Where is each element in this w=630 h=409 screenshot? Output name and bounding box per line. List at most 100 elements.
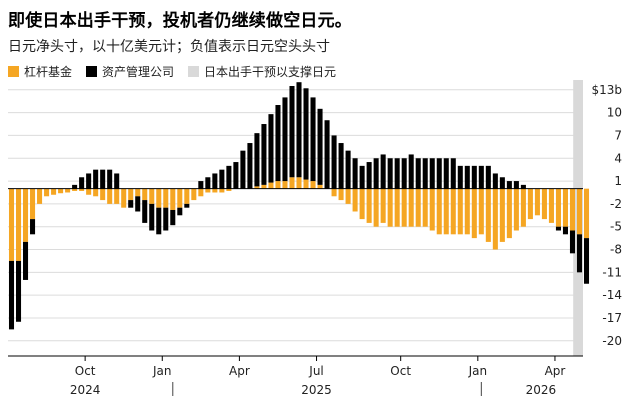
bar-leveraged-funds (576, 188, 583, 235)
bar-leveraged-funds (338, 188, 344, 201)
bar-asset-managers (282, 97, 288, 182)
bar-leveraged-funds (107, 188, 113, 204)
bar-leveraged-funds (548, 188, 554, 223)
bar-leveraged-funds (198, 188, 204, 197)
bar-leveraged-funds (345, 188, 351, 204)
bar-leveraged-funds (429, 188, 435, 231)
chart-title: 即使日本出手干预，投机者仍继续做空日元。 (8, 11, 352, 31)
bar-asset-managers (261, 124, 267, 185)
bar-asset-managers (212, 173, 218, 189)
x-month-label: Oct (75, 364, 96, 378)
bar-asset-managers (436, 158, 442, 189)
bar-leveraged-funds (135, 188, 141, 197)
bar-asset-managers (275, 105, 281, 182)
y-tick-label: 10 (607, 106, 622, 120)
bar-leveraged-funds (51, 188, 57, 195)
chart-subtitle: 日元净头寸，以十亿美元计；负值表示日元空头头寸 (8, 39, 330, 55)
bar-leveraged-funds (352, 188, 358, 212)
legend-label-leveraged-funds: 杠杆基金 (24, 65, 73, 79)
bar-leveraged-funds (408, 188, 414, 227)
x-year-label: 2024 (70, 383, 101, 397)
bar-leveraged-funds (205, 188, 211, 193)
bar-asset-managers (457, 165, 463, 189)
bar-leveraged-funds (471, 188, 477, 239)
bar-leveraged-funds (156, 188, 162, 208)
bar-asset-managers (583, 238, 590, 284)
bar-leveraged-funds (457, 188, 463, 235)
bar-leveraged-funds (401, 188, 407, 227)
bar-asset-managers (86, 173, 92, 189)
bar-leveraged-funds (58, 188, 64, 194)
bar-leveraged-funds (114, 188, 120, 204)
bar-leveraged-funds (23, 188, 29, 242)
bar-asset-managers (338, 143, 344, 189)
bar-asset-managers (513, 181, 519, 189)
bar-asset-managers (366, 162, 372, 189)
x-month-label: Apr (229, 364, 250, 378)
bar-asset-managers (464, 165, 470, 189)
bar-asset-managers (324, 120, 330, 189)
bar-asset-managers (8, 260, 15, 330)
bar-asset-managers (471, 165, 477, 189)
bar-asset-managers (219, 169, 225, 189)
bar-leveraged-funds (72, 188, 78, 191)
bar-asset-managers (170, 209, 176, 226)
bar-leveraged-funds (100, 188, 106, 201)
x-year-label: 2025 (301, 383, 332, 397)
bar-asset-managers (100, 169, 106, 189)
x-year-label: 2026 (526, 383, 557, 397)
bar-asset-managers (401, 158, 407, 189)
bar-leveraged-funds (583, 188, 590, 239)
bar-layer (8, 82, 590, 330)
bar-leveraged-funds (359, 188, 365, 220)
bar-asset-managers (394, 158, 400, 189)
bar-asset-managers (30, 219, 36, 235)
bar-leveraged-funds (121, 188, 127, 208)
bar-asset-managers (163, 207, 169, 231)
bar-asset-managers (415, 158, 421, 189)
bar-leveraged-funds (8, 188, 15, 261)
bar-leveraged-funds (387, 188, 393, 227)
bar-asset-managers (576, 234, 583, 273)
y-tick-label: -5 (610, 220, 622, 234)
bar-leveraged-funds (44, 188, 50, 197)
bar-asset-managers (373, 158, 379, 189)
bar-leveraged-funds (226, 188, 232, 191)
bar-asset-managers (114, 173, 120, 189)
bar-asset-managers (345, 150, 351, 189)
legend-swatch-asset-managers (86, 66, 98, 77)
bar-leveraged-funds (443, 188, 449, 235)
bar-asset-managers (15, 260, 22, 322)
bar-leveraged-funds (415, 188, 421, 227)
bar-leveraged-funds (366, 188, 372, 223)
bar-asset-managers (317, 108, 323, 185)
bar-leveraged-funds (37, 188, 43, 204)
bar-asset-managers (156, 207, 162, 235)
legend-item-asset-managers: 资产管理公司 (86, 63, 174, 80)
bar-asset-managers (184, 203, 190, 208)
bar-asset-managers (450, 158, 456, 189)
legend-swatch-intervention (188, 66, 200, 77)
bar-leveraged-funds (184, 188, 190, 204)
bar-leveraged-funds (541, 188, 547, 220)
bar-asset-managers (79, 177, 85, 189)
bar-asset-managers (443, 158, 449, 189)
bar-asset-managers (352, 158, 358, 189)
bar-leveraged-funds (317, 184, 323, 189)
bar-asset-managers (247, 143, 253, 189)
bar-leveraged-funds (464, 188, 470, 235)
bar-asset-managers (23, 241, 29, 280)
bar-leveraged-funds (163, 188, 169, 208)
bar-leveraged-funds (261, 184, 267, 189)
bar-leveraged-funds (303, 179, 309, 189)
bar-asset-managers (485, 165, 491, 189)
y-tick-label: $13b (591, 83, 622, 97)
legend-label-asset-managers: 资产管理公司 (102, 65, 175, 79)
bar-leveraged-funds (506, 188, 512, 239)
x-month-label: Oct (390, 364, 411, 378)
bar-asset-managers (205, 177, 211, 189)
bar-leveraged-funds (436, 188, 442, 235)
bar-asset-managers (478, 165, 484, 189)
bar-asset-managers (303, 88, 309, 180)
